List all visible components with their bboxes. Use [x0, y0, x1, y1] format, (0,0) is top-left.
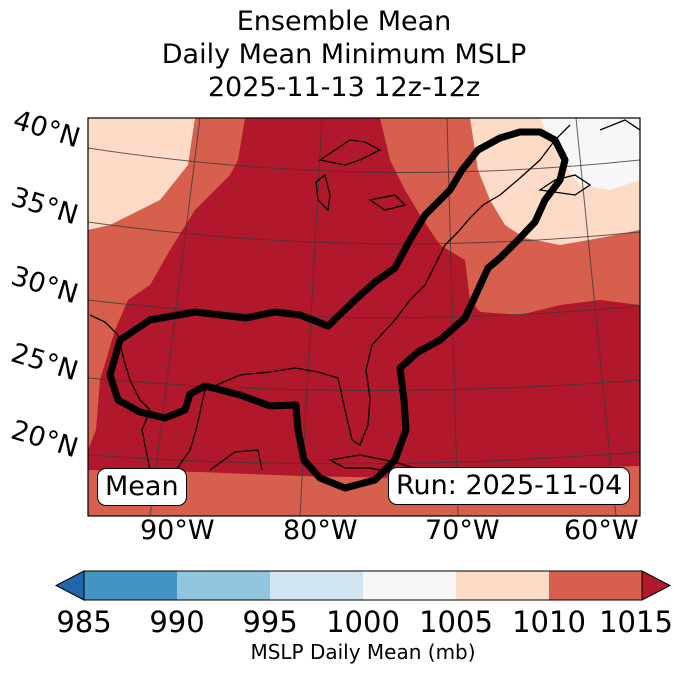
lon-label-90w: 90°W	[140, 515, 215, 546]
lon-label-80w: 80°W	[283, 515, 358, 546]
parallel-30n	[88, 299, 640, 319]
meridian-70w	[446, 118, 459, 516]
coastline-yucatan	[209, 449, 263, 471]
colorbar-bin-995-1000	[270, 571, 363, 600]
colorbar-extend-high	[641, 570, 672, 601]
colorbar-bin-1010-1015	[549, 571, 642, 600]
mean-label-box: Mean	[97, 468, 187, 506]
colorbar-bin-985-990	[84, 571, 177, 600]
lon-label-70w: 70°W	[425, 515, 500, 546]
colorbar-tick-1000: 1000	[326, 605, 400, 639]
map-frame	[87, 117, 641, 517]
coastline-maritimes	[538, 119, 640, 196]
colorbar-tick-1015: 1015	[599, 605, 673, 639]
field-1000-ne	[540, 118, 640, 190]
title-line-2: Daily Mean Minimum MSLP	[161, 39, 527, 70]
lon-label-60w: 60°W	[564, 515, 639, 546]
colorbar	[54, 570, 672, 601]
title-line-3: 2025-11-13 12z-12z	[207, 72, 481, 103]
colorbar-outline	[83, 570, 643, 601]
parallel-25n	[88, 377, 640, 392]
title-line-1: Ensemble Mean	[236, 6, 452, 37]
field-1005-nw	[88, 118, 195, 230]
colorbar-extend-low	[54, 570, 85, 601]
run-date-box: Run: 2025-11-04	[388, 467, 631, 505]
meridian-60w	[575, 118, 617, 516]
colorbar-tick-995: 995	[242, 605, 298, 639]
colorbar-tick-1005: 1005	[419, 605, 493, 639]
colorbar-tick-990: 990	[149, 605, 205, 639]
parallel-20n	[88, 451, 640, 465]
outlined-region-contour	[106, 128, 569, 492]
colorbar-bin-990-995	[177, 571, 270, 600]
colorbar-tick-1010: 1010	[512, 605, 586, 639]
colorbar-label: MSLP Daily Mean (mb)	[250, 640, 476, 664]
colorbar-tick-985: 985	[56, 605, 112, 639]
coastline-great-lakes	[315, 139, 407, 212]
colorbar-bin-1005-1010	[456, 571, 549, 600]
colorbar-bin-1000-1005	[363, 571, 456, 600]
parallel-35n	[88, 221, 640, 245]
